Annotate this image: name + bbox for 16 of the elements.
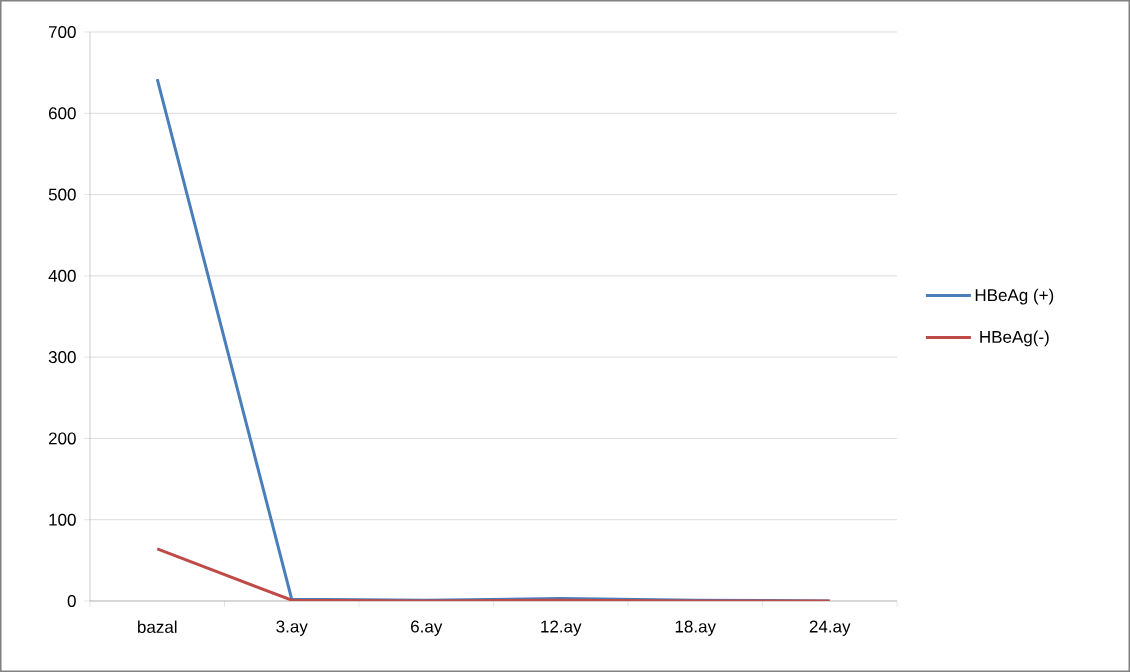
y-tick-label: 700 [48, 25, 76, 39]
y-tick-label: 100 [49, 513, 76, 526]
x-tick-label: bazal [138, 620, 177, 634]
y-tick-label: 500 [48, 188, 76, 201]
x-tick-label: 24.ay [809, 620, 851, 636]
x-tick-label: 3.ay [276, 620, 308, 636]
legend-label: HBeAg(-) [980, 330, 1049, 347]
y-tick-label: 200 [48, 432, 76, 445]
y-tick-label: 0 [67, 594, 76, 608]
x-tick-label: 12.ay [541, 620, 582, 636]
x-tick-label: 6.ay [411, 620, 443, 636]
y-tick-label: 300 [48, 351, 76, 364]
y-tick-label: 400 [48, 269, 76, 282]
x-tick-label: 18.ay [675, 620, 716, 636]
legend-label: HBeAg (+) [975, 288, 1054, 305]
y-tick-label: 600 [48, 107, 76, 120]
